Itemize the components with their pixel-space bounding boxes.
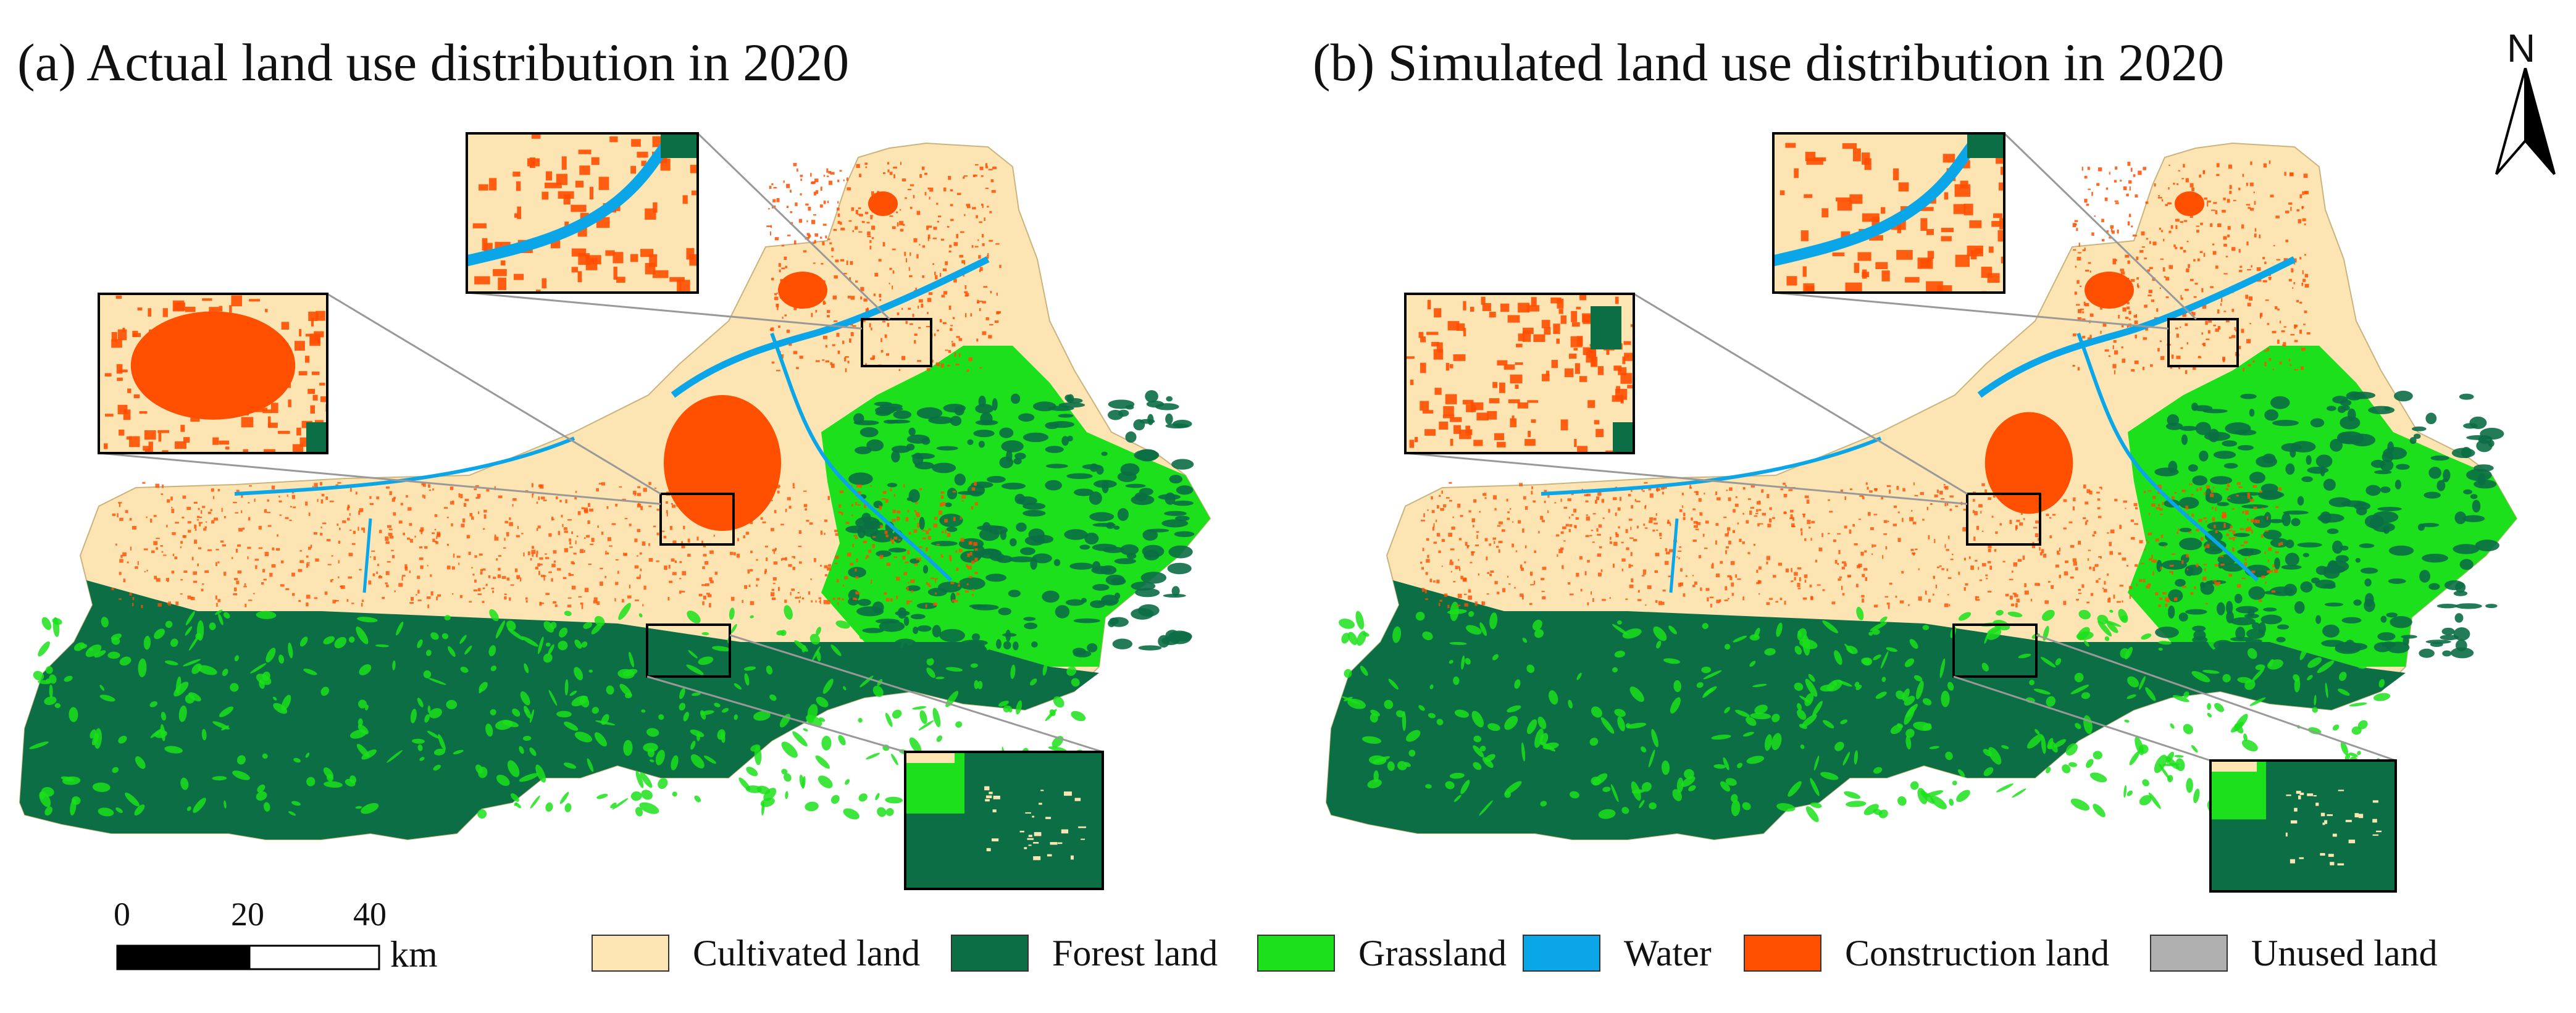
urban-area: [1984, 412, 2073, 514]
inset-target-2: [659, 493, 735, 546]
north-arrow-icon: [2495, 68, 2556, 175]
inset-target-1: [861, 318, 932, 367]
scale-unit: km: [390, 934, 438, 975]
legend-label-construction: Construction land: [1845, 933, 2110, 973]
legend-label-grassland: Grassland: [1358, 933, 1507, 973]
river-west: [1541, 436, 1882, 496]
legend-item-forest: Forest land: [951, 933, 1218, 973]
panel-a-title: (a) Actual land use distribution in 2020: [17, 33, 850, 92]
map-panel-actual: [19, 132, 1211, 890]
legend-swatch-grassland: [1257, 935, 1335, 972]
grassland-region: [2128, 346, 2517, 667]
river-branch: [770, 332, 953, 582]
scale-bar: [116, 944, 380, 970]
legend-label-water: Water: [1624, 933, 1712, 973]
urban-area: [664, 395, 781, 531]
river-west: [234, 436, 575, 496]
inset-target-3: [1952, 623, 2038, 678]
inset-forest-a: [904, 751, 1104, 890]
legend-swatch-water: [1523, 935, 1600, 972]
inset-target-2: [1966, 493, 2041, 546]
inset-urban-a: [98, 293, 328, 454]
legend-item-cultivated: Cultivated land: [592, 933, 920, 973]
forest-land-region: [1326, 580, 2406, 840]
legend-swatch-construction: [1744, 935, 1821, 972]
scale-tick-0: 0: [114, 896, 130, 933]
legend-swatch-unused: [2150, 935, 2228, 972]
north-label: N: [2507, 26, 2536, 70]
inset-target-3: [646, 623, 731, 678]
legend-item-grassland: Grassland: [1257, 933, 1507, 973]
inset-river-b: [1772, 132, 2005, 294]
legend-swatch-forest: [951, 935, 1029, 972]
legend-label-cultivated: Cultivated land: [693, 933, 921, 973]
inset-target-1: [2167, 318, 2239, 367]
inset-river-a: [466, 132, 699, 294]
map-panel-simulated: [1325, 132, 2518, 893]
scale-tick-20: 20: [231, 896, 264, 933]
panel-b-title: (b) Simulated land use distribution in 2…: [1313, 33, 2225, 92]
river-main: [671, 256, 990, 398]
legend-label-unused: Unused land: [2251, 933, 2438, 973]
scale-tick-40: 40: [353, 896, 387, 933]
legend-item-unused: Unused land: [2150, 933, 2438, 973]
inset-forest-b: [2209, 759, 2397, 893]
river-main: [1977, 256, 2296, 398]
legend-label-forest: Forest land: [1052, 933, 1218, 973]
river-branch: [2076, 332, 2259, 582]
legend-item-water: Water: [1523, 933, 1712, 973]
inset-urban-b: [1404, 293, 1635, 454]
legend-item-construction: Construction land: [1744, 933, 2109, 973]
legend-swatch-cultivated: [592, 935, 669, 972]
